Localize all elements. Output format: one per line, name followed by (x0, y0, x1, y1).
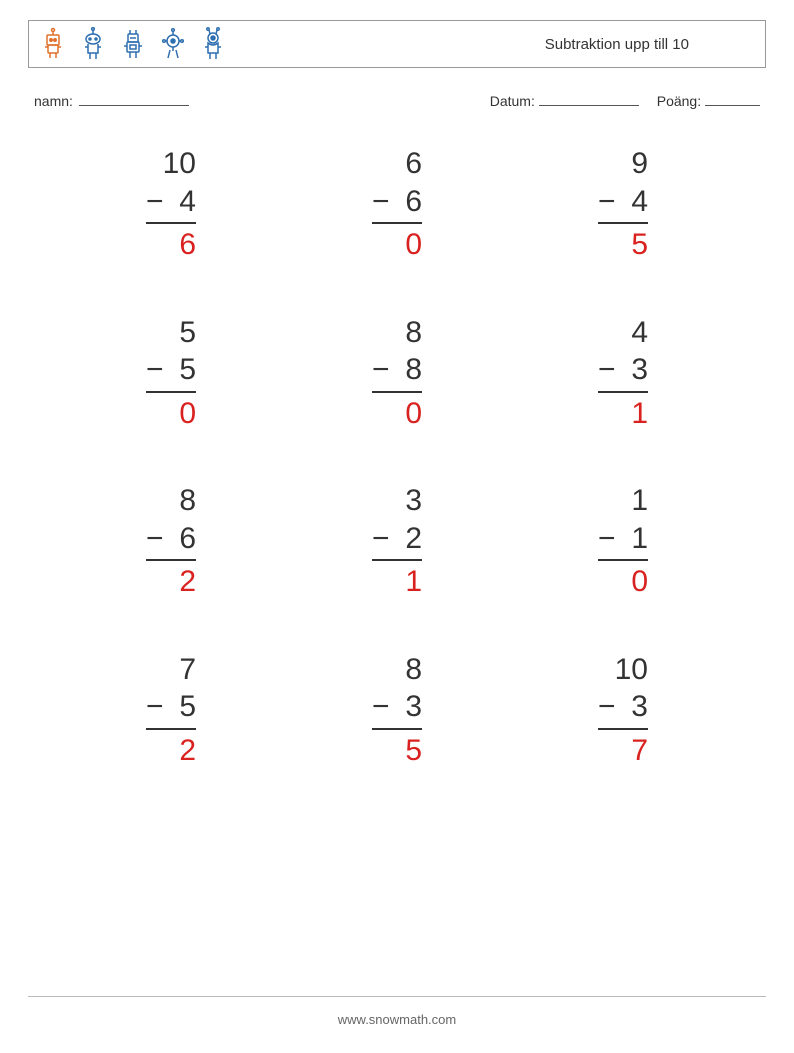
minuend: 4 (622, 314, 648, 352)
subtrahend: 8 (396, 351, 422, 389)
minus-sign: − (146, 688, 164, 726)
subtraction-problem: 8−3 5 (314, 651, 480, 770)
subtraction-problem: 6−6 0 (314, 145, 480, 264)
minus-sign: − (146, 183, 164, 221)
subtrahend: 1 (622, 520, 648, 558)
minuend: 3 (396, 482, 422, 520)
robot-icon (39, 27, 67, 61)
meta-row: namn: Datum: Poäng: (28, 92, 766, 109)
footer-text: www.snowmath.com (0, 1012, 794, 1027)
subtrahend: 3 (622, 688, 648, 726)
minuend: 10 (163, 145, 196, 183)
subtrahend: 6 (396, 183, 422, 221)
answer: 2 (170, 732, 196, 770)
worksheet-page: Subtraktion upp till 10 namn: Datum: Poä… (0, 0, 794, 1053)
minus-sign: − (372, 183, 390, 221)
subtraction-problem: 10− 4 6 (88, 145, 254, 264)
problem-grid: 10− 466−609−455−508−804−318−623−211−107−… (28, 145, 766, 769)
subtraction-problem: 10− 3 7 (540, 651, 706, 770)
score-blank (705, 92, 760, 106)
subtrahend: 5 (170, 688, 196, 726)
robot-icon (159, 27, 187, 61)
subtraction-problem: 8−8 0 (314, 314, 480, 433)
minuend: 9 (622, 145, 648, 183)
subtraction-problem: 3−2 1 (314, 482, 480, 601)
minus-sign: − (372, 351, 390, 389)
minuend: 5 (170, 314, 196, 352)
subtraction-problem: 5−5 0 (88, 314, 254, 433)
minus-sign: − (598, 688, 616, 726)
meta-name: namn: (34, 92, 189, 109)
subtrahend: 3 (622, 351, 648, 389)
minuend: 7 (170, 651, 196, 689)
minus-sign: − (598, 183, 616, 221)
minus-sign: − (146, 351, 164, 389)
minuend: 1 (622, 482, 648, 520)
footer-divider (28, 996, 766, 997)
minus-sign: − (372, 688, 390, 726)
subtraction-problem: 8−6 2 (88, 482, 254, 601)
meta-date: Datum: (490, 92, 639, 109)
minuend: 10 (615, 651, 648, 689)
answer: 0 (396, 395, 422, 433)
subtrahend: 3 (396, 688, 422, 726)
subtraction-problem: 7−5 2 (88, 651, 254, 770)
answer: 0 (622, 563, 648, 601)
minus-sign: − (598, 351, 616, 389)
minuend: 8 (170, 482, 196, 520)
subtrahend: 5 (170, 351, 196, 389)
subtraction-problem: 1−1 0 (540, 482, 706, 601)
name-blank (79, 92, 189, 106)
subtrahend: 6 (170, 520, 196, 558)
subtrahend: 2 (396, 520, 422, 558)
robot-icon (119, 27, 147, 61)
name-label: namn: (34, 93, 73, 109)
meta-score: Poäng: (657, 92, 760, 109)
minuend: 6 (396, 145, 422, 183)
robot-icon (199, 27, 227, 61)
answer: 5 (622, 226, 648, 264)
header-box: Subtraktion upp till 10 (28, 20, 766, 68)
subtrahend: 4 (170, 183, 196, 221)
robot-icon-row (39, 27, 227, 61)
score-label: Poäng: (657, 93, 701, 109)
robot-icon (79, 27, 107, 61)
answer: 6 (170, 226, 196, 264)
answer: 2 (170, 563, 196, 601)
worksheet-title: Subtraktion upp till 10 (545, 36, 749, 53)
answer: 7 (622, 732, 648, 770)
subtraction-problem: 9−4 5 (540, 145, 706, 264)
date-blank (539, 92, 639, 106)
minuend: 8 (396, 651, 422, 689)
minus-sign: − (146, 520, 164, 558)
minuend: 8 (396, 314, 422, 352)
answer: 1 (622, 395, 648, 433)
subtraction-problem: 4−3 1 (540, 314, 706, 433)
minus-sign: − (598, 520, 616, 558)
answer: 0 (396, 226, 422, 264)
answer: 0 (170, 395, 196, 433)
answer: 1 (396, 563, 422, 601)
answer: 5 (396, 732, 422, 770)
subtrahend: 4 (622, 183, 648, 221)
minus-sign: − (372, 520, 390, 558)
date-label: Datum: (490, 93, 535, 109)
